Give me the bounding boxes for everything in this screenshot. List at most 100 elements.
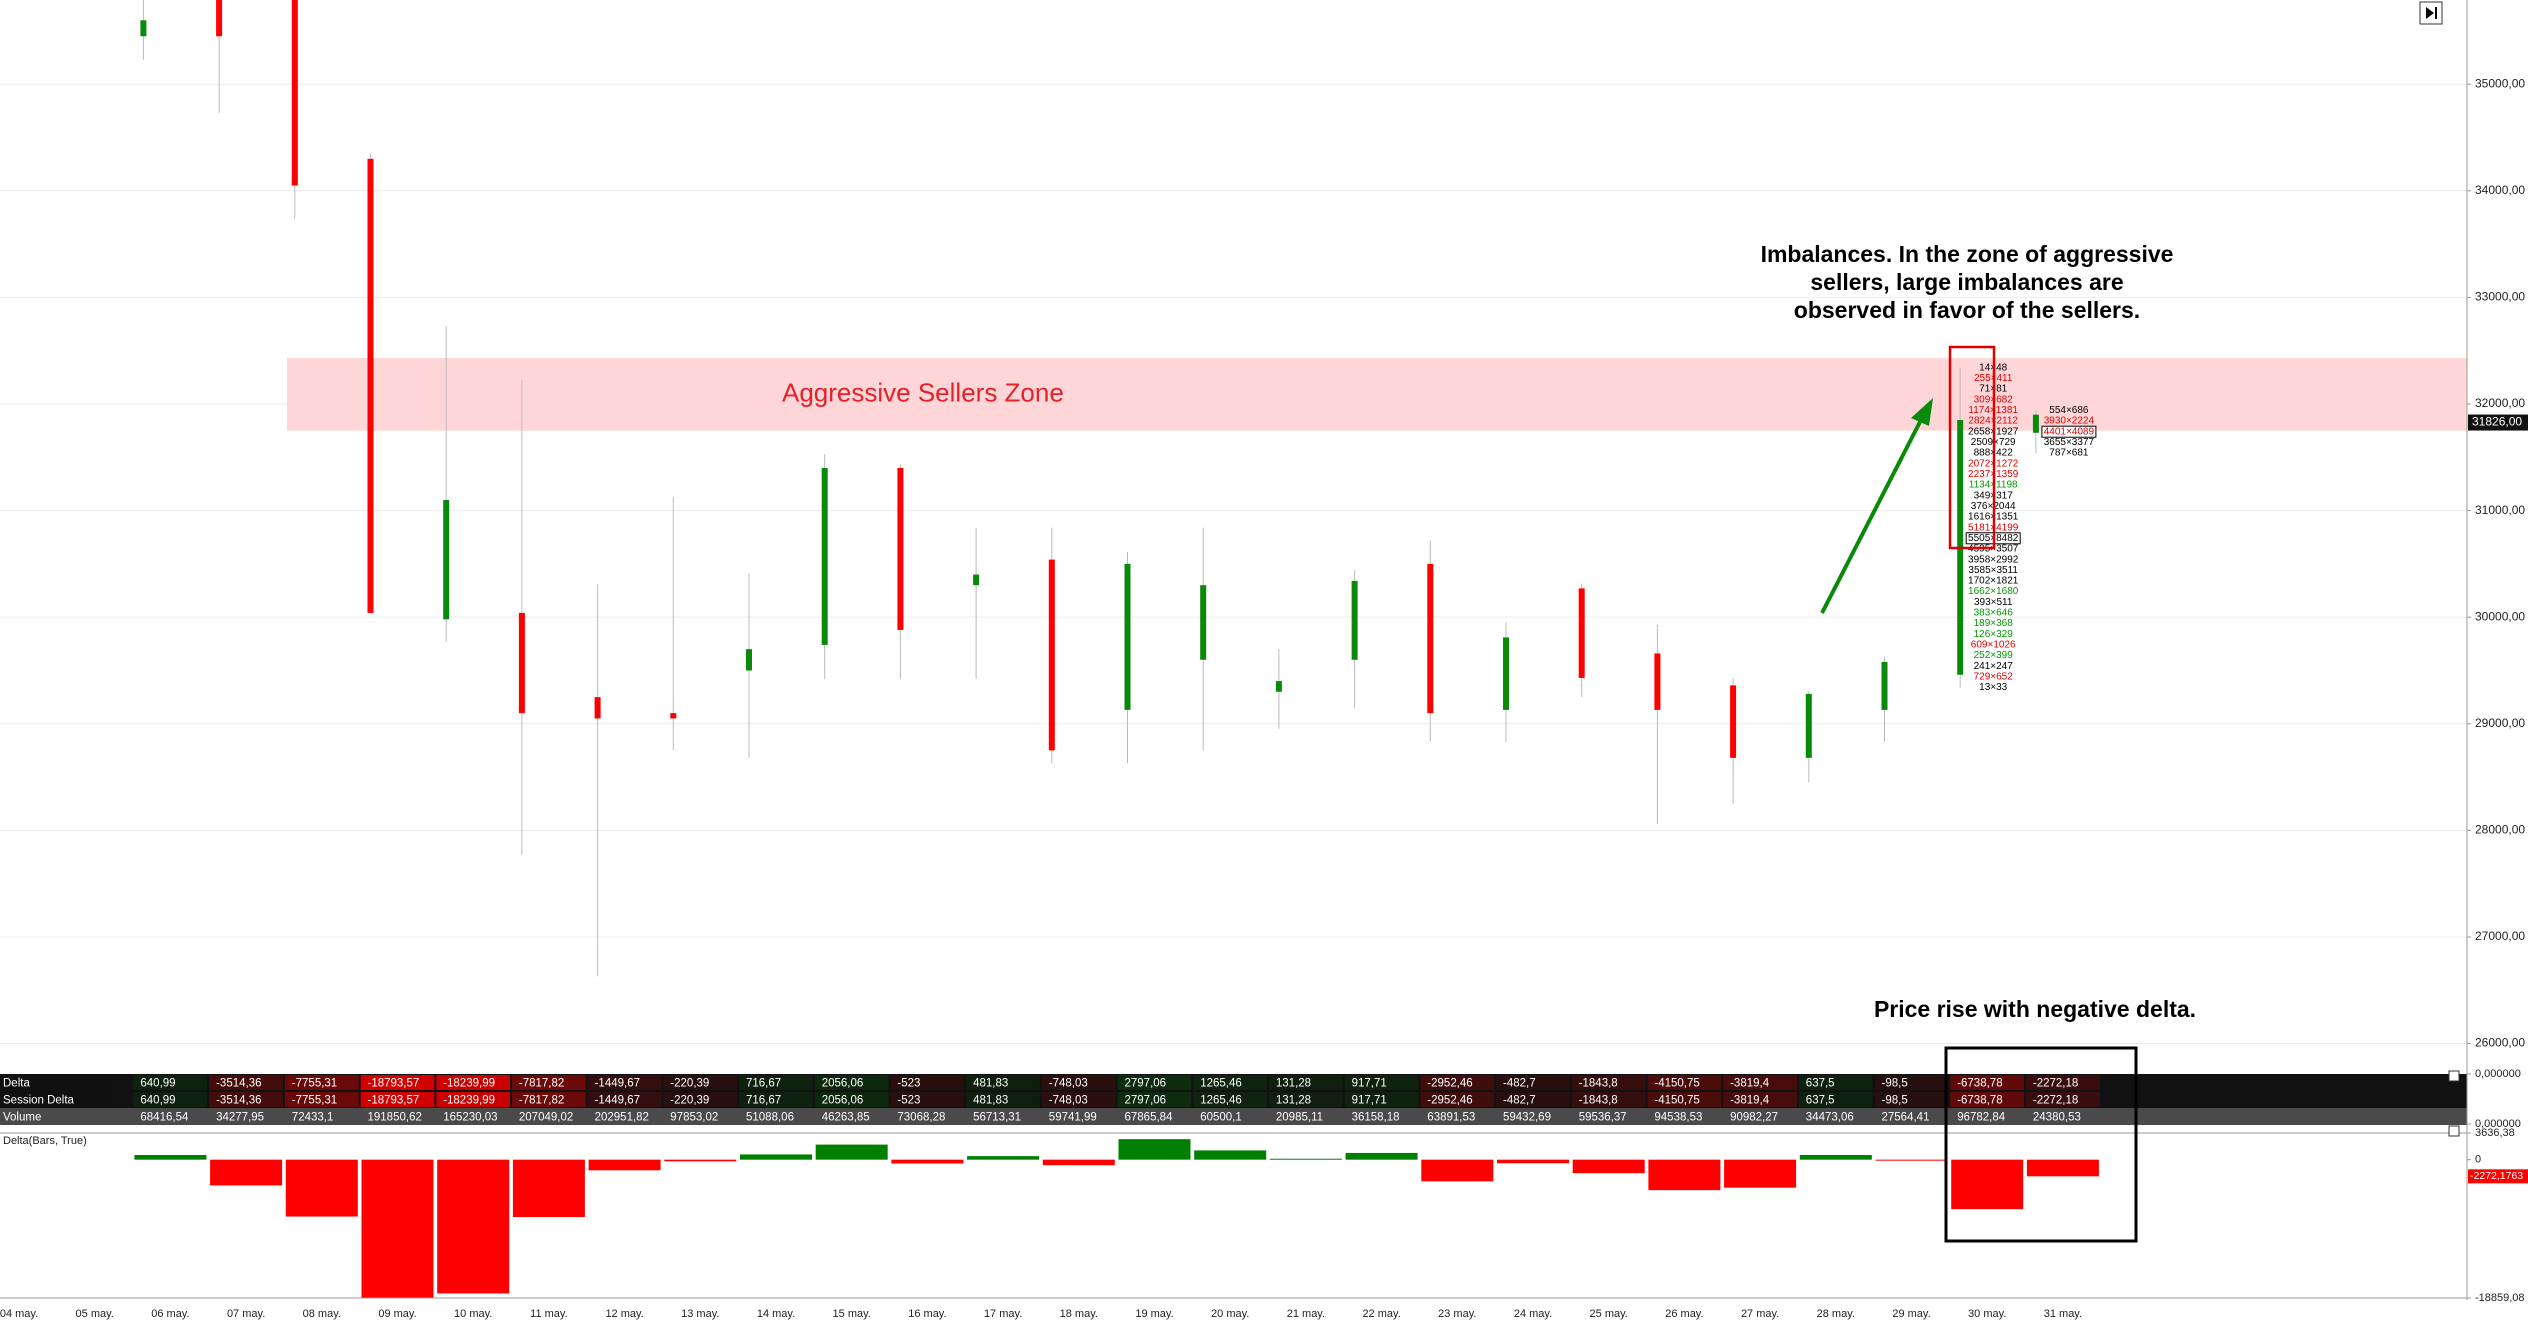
body [1654, 653, 1661, 710]
delta-bar [1421, 1159, 1494, 1182]
table-cell [1950, 1109, 2025, 1124]
body [897, 467, 904, 630]
table-cell [436, 1092, 511, 1107]
x-tick-label: 26 may. [1665, 1308, 1703, 1320]
table-cell [2026, 1109, 2100, 1124]
table-cell [1193, 1075, 1268, 1090]
footprint-cell: 126×329 [1974, 629, 2014, 640]
body [1805, 693, 1812, 758]
table-value: 2797,06 [1125, 1078, 1167, 1090]
table-value: 63891,53 [1427, 1112, 1475, 1124]
table-value: 191850,62 [368, 1112, 422, 1124]
annotation: sellers, large imbalances are [1810, 269, 2123, 295]
table-cell [1420, 1075, 1495, 1090]
table-value: 481,83 [973, 1095, 1008, 1107]
y-tick-label: 27000,00 [2475, 929, 2525, 943]
table-value: 72433,1 [292, 1112, 334, 1124]
footprint-cell: 3958×2992 [1968, 554, 2019, 565]
table-value: 640,99 [140, 1095, 175, 1107]
table-cell [1647, 1092, 1722, 1107]
table-value: -98,5 [1882, 1078, 1908, 1090]
table-cell [1950, 1075, 2025, 1090]
table-value: -98,5 [1882, 1095, 1908, 1107]
table-value: 97853,02 [670, 1112, 718, 1124]
table-cell [587, 1092, 662, 1107]
delta-tick-label: 3636,38 [2475, 1127, 2515, 1139]
table-value: -7817,82 [519, 1095, 564, 1107]
zone: Aggressive Sellers Zone [287, 358, 2467, 431]
table-cell [663, 1109, 738, 1124]
x-tick-label: 25 may. [1590, 1308, 1628, 1320]
delta-bar [437, 1159, 510, 1294]
y-tick-label: 35000,00 [2475, 76, 2525, 90]
table-value: 60500,1 [1200, 1112, 1242, 1124]
table-cell [1874, 1092, 1949, 1107]
x-tick-label: 20 may. [1211, 1308, 1249, 1320]
table-value: 94538,53 [1654, 1112, 1702, 1124]
body [1730, 685, 1737, 758]
play-icon [2426, 7, 2434, 19]
table-cell [814, 1109, 889, 1124]
delta-tick-label: -18859,08 [2475, 1292, 2525, 1304]
x-tick-label: 09 may. [378, 1308, 416, 1320]
table-cell [360, 1092, 435, 1107]
table-value: -2272,18 [2033, 1078, 2078, 1090]
delta-bar [134, 1154, 207, 1160]
table-cell [209, 1092, 283, 1107]
table-cell [966, 1109, 1040, 1124]
close-button[interactable] [2448, 1125, 2460, 1137]
highlight-box [1944, 1046, 2138, 1243]
table-value: -7755,31 [292, 1078, 337, 1090]
table-value: 1265,46 [1200, 1095, 1242, 1107]
row-label-bg [0, 1091, 112, 1108]
table: 640,99 -3514,36 -7755,31 -18793,57 -18239,99… [0, 1074, 2467, 1125]
table-cell [814, 1075, 889, 1090]
table-value: 640,99 [140, 1078, 175, 1090]
row-label: Delta [3, 1078, 30, 1090]
x-tick-label: 10 may. [454, 1308, 492, 1320]
table-value: -1449,67 [595, 1078, 640, 1090]
table-cell [814, 1092, 889, 1107]
zone-label: Aggressive Sellers Zone [782, 377, 1064, 407]
footprint-cell: 1662×1680 [1968, 586, 2019, 597]
delta-bar [512, 1159, 585, 1218]
table-value: 27564,41 [1882, 1112, 1930, 1124]
table-cell [1117, 1092, 1192, 1107]
delta-bar [2026, 1159, 2099, 1177]
table-value: -6738,78 [1957, 1095, 2002, 1107]
table-cell [1041, 1075, 1116, 1090]
body [1275, 681, 1282, 692]
x-tick-label: 05 may. [76, 1308, 114, 1320]
x-tick-label: 24 may. [1514, 1308, 1552, 1320]
table-cell [1798, 1092, 1873, 1107]
x-tick-label: 19 may. [1135, 1308, 1173, 1320]
table-cell [1647, 1075, 1722, 1090]
table-cell [1117, 1075, 1192, 1090]
footprint-cell: 787×681 [2049, 448, 2089, 459]
table-value: 68416,54 [140, 1112, 189, 1124]
x-tick-label: 27 may. [1741, 1308, 1779, 1320]
row-label: Volume [3, 1112, 41, 1124]
table-value: 165230,03 [443, 1112, 497, 1124]
table-cell [1041, 1109, 1116, 1124]
table-value: 1265,46 [1200, 1078, 1242, 1090]
delta-bar [1724, 1159, 1797, 1188]
table-value: 73068,28 [897, 1112, 945, 1124]
table-value: -7755,31 [292, 1095, 337, 1107]
table-value: 637,5 [1806, 1095, 1835, 1107]
body [1427, 563, 1434, 714]
table-cell [1420, 1092, 1495, 1107]
x-tick-label: 13 may. [681, 1308, 719, 1320]
x-tick-label: 17 may. [984, 1308, 1022, 1320]
close-button[interactable] [2448, 1070, 2460, 1082]
table-cell [512, 1092, 586, 1107]
annotation: observed in favor of the sellers. [1794, 297, 2140, 323]
delta-bar [1042, 1159, 1115, 1166]
table-value: -18239,99 [443, 1078, 495, 1090]
table-value: -3819,4 [1730, 1078, 1770, 1090]
table-cell [1571, 1092, 1646, 1107]
table-value: -18793,57 [368, 1078, 420, 1090]
table-value: 59741,99 [1049, 1112, 1097, 1124]
y-tick-label: 33000,00 [2475, 290, 2525, 304]
table-cell [1344, 1109, 1419, 1124]
